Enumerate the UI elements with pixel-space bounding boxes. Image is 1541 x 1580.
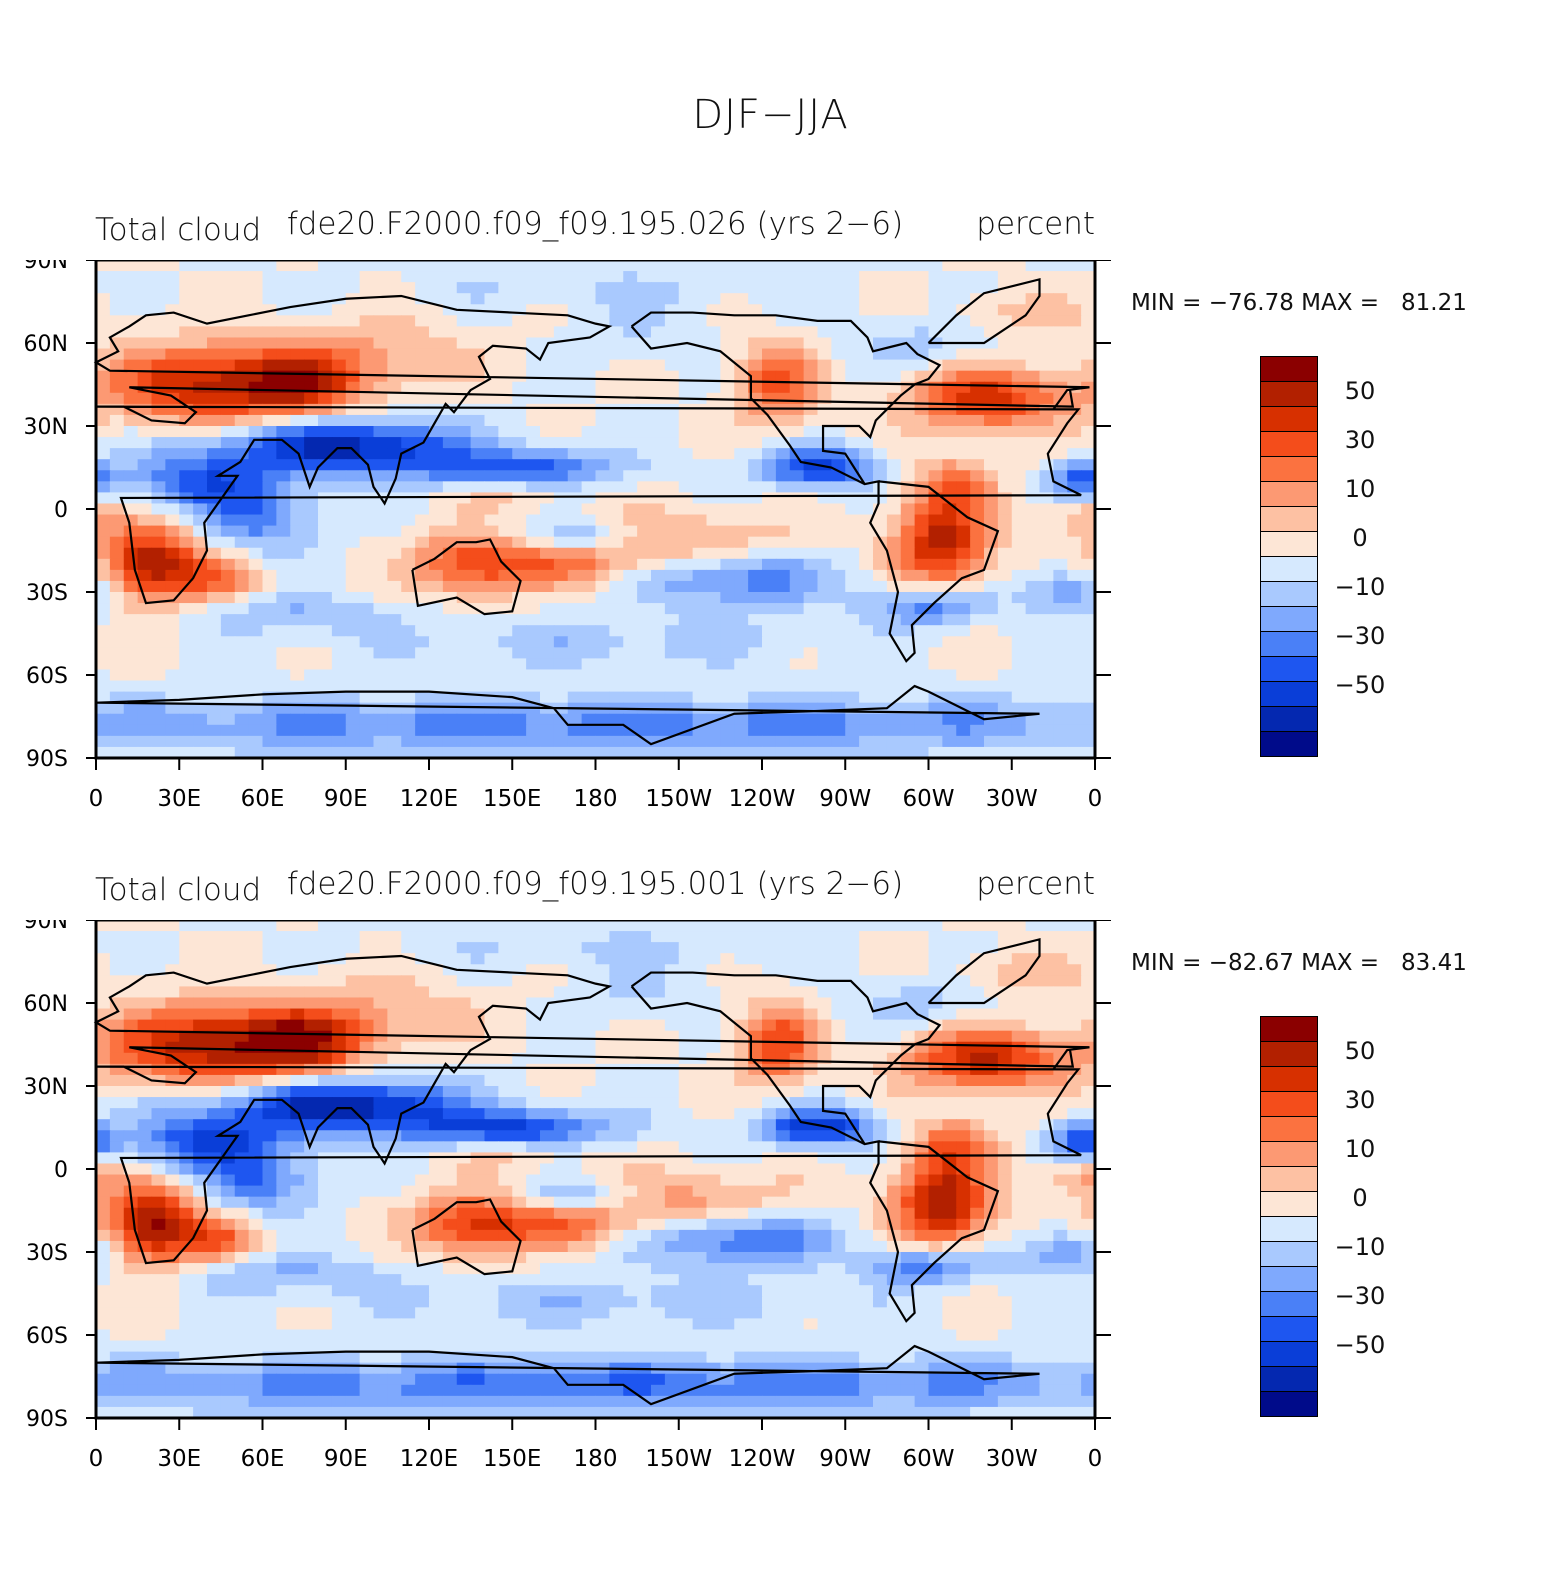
x-tick-label: 180 (574, 786, 618, 812)
colorbar-tick-label: 10 (1330, 1135, 1390, 1163)
y-tick-label: 60N (24, 992, 68, 1017)
colorbar-box (1260, 1366, 1318, 1391)
x-tick-label: 120E (400, 786, 458, 812)
colorbar-box (1260, 1316, 1318, 1341)
colorbar-tick-label: 30 (1330, 1086, 1390, 1114)
colorbar-tick-label: 0 (1330, 524, 1390, 552)
colorbar (1260, 356, 1318, 757)
main-title: DJF−JJA (0, 92, 1541, 138)
colorbar-box (1260, 631, 1318, 656)
colorbar-box (1260, 1191, 1318, 1216)
x-tick-label: 120E (400, 1446, 458, 1472)
colorbar-tick-label: −30 (1330, 622, 1390, 650)
colorbar-box (1260, 1141, 1318, 1166)
x-tick-label: 90W (819, 1446, 871, 1472)
colorbar-box (1260, 581, 1318, 606)
colorbar-tick-label: −50 (1330, 1331, 1390, 1359)
colorbar-box (1260, 1266, 1318, 1291)
y-tick-label: 0 (54, 498, 68, 523)
colorbar-box (1260, 1016, 1318, 1041)
x-tick-label: 0 (89, 1446, 104, 1472)
colorbar-box (1260, 531, 1318, 556)
colorbar-box (1260, 556, 1318, 581)
colorbar-box (1260, 506, 1318, 531)
units-label: percent (976, 866, 1095, 902)
x-tick-label: 60W (902, 786, 954, 812)
colorbar-box (1260, 1116, 1318, 1141)
colorbar-tick-label: 50 (1330, 377, 1390, 405)
colorbar-box (1260, 1066, 1318, 1091)
colorbar-box (1260, 656, 1318, 681)
map-panel-top: Total cloud fde20.F2000.f09_f09.195.026 … (0, 260, 1541, 920)
x-tick-label: 60E (241, 786, 285, 812)
colorbar-box (1260, 706, 1318, 731)
x-tick-label: 150E (483, 786, 541, 812)
colorbar-tick-label: −30 (1330, 1282, 1390, 1310)
colorbar-box (1260, 1391, 1318, 1417)
y-tick-label: 90S (26, 1407, 68, 1432)
x-tick-label: 90E (324, 786, 368, 812)
x-tick-label: 60E (241, 1446, 285, 1472)
colorbar-box (1260, 731, 1318, 757)
colorbar-box (1260, 1341, 1318, 1366)
colorbar-box (1260, 356, 1318, 381)
colorbar-box (1260, 1291, 1318, 1316)
x-tick-label: 30W (986, 1446, 1038, 1472)
colorbar-box (1260, 1166, 1318, 1191)
y-tick-label: 30S (26, 1241, 68, 1266)
colorbar-tick-label: 10 (1330, 475, 1390, 503)
x-tick-label: 60W (902, 1446, 954, 1472)
x-tick-label: 150W (645, 1446, 712, 1472)
x-tick-label: 150W (645, 786, 712, 812)
x-tick-label: 90W (819, 786, 871, 812)
figure: DJF−JJA Total cloud fde20.F2000.f09_f09.… (0, 0, 1541, 1538)
x-tick-label: 120W (729, 786, 796, 812)
y-tick-label: 30N (24, 415, 68, 440)
y-tick-label: 60S (26, 1324, 68, 1349)
colorbar-box (1260, 431, 1318, 456)
x-tick-label: 30E (157, 786, 201, 812)
y-tick-label: 30S (26, 581, 68, 606)
x-tick-label: 180 (574, 1446, 618, 1472)
x-tick-label: 120W (729, 1446, 796, 1472)
colorbar-box (1260, 1241, 1318, 1266)
colorbar-tick-label: 0 (1330, 1184, 1390, 1212)
y-tick-label: 30N (24, 1075, 68, 1100)
y-tick-label: 60N (24, 332, 68, 357)
colorbar (1260, 1016, 1318, 1417)
y-tick-label: 90N (24, 260, 68, 274)
map-panel-bottom: Total cloud fde20.F2000.f09_f09.195.001 … (0, 920, 1541, 1580)
colorbar-tick-label: −10 (1330, 573, 1390, 601)
x-tick-label: 150E (483, 1446, 541, 1472)
colorbar-tick-label: −50 (1330, 671, 1390, 699)
colorbar-tick-label: 30 (1330, 426, 1390, 454)
x-tick-label: 0 (1088, 1446, 1103, 1472)
x-tick-label: 30W (986, 786, 1038, 812)
colorbar-box (1260, 406, 1318, 431)
colorbar-box (1260, 1091, 1318, 1116)
colorbar-box (1260, 456, 1318, 481)
colorbar-box (1260, 1041, 1318, 1066)
x-tick-label: 0 (89, 786, 104, 812)
x-tick-label: 0 (1088, 786, 1103, 812)
colorbar-tick-label: −10 (1330, 1233, 1390, 1261)
colorbar-tick-label: 50 (1330, 1037, 1390, 1065)
colorbar-box (1260, 681, 1318, 706)
colorbar-box (1260, 381, 1318, 406)
colorbar-box (1260, 1216, 1318, 1241)
y-tick-label: 90N (24, 920, 68, 934)
y-tick-label: 90S (26, 747, 68, 772)
colorbar-box (1260, 606, 1318, 631)
y-tick-label: 0 (54, 1158, 68, 1183)
x-tick-label: 30E (157, 1446, 201, 1472)
y-tick-label: 60S (26, 664, 68, 689)
x-tick-label: 90E (324, 1446, 368, 1472)
colorbar-box (1260, 481, 1318, 506)
units-label: percent (976, 206, 1095, 242)
